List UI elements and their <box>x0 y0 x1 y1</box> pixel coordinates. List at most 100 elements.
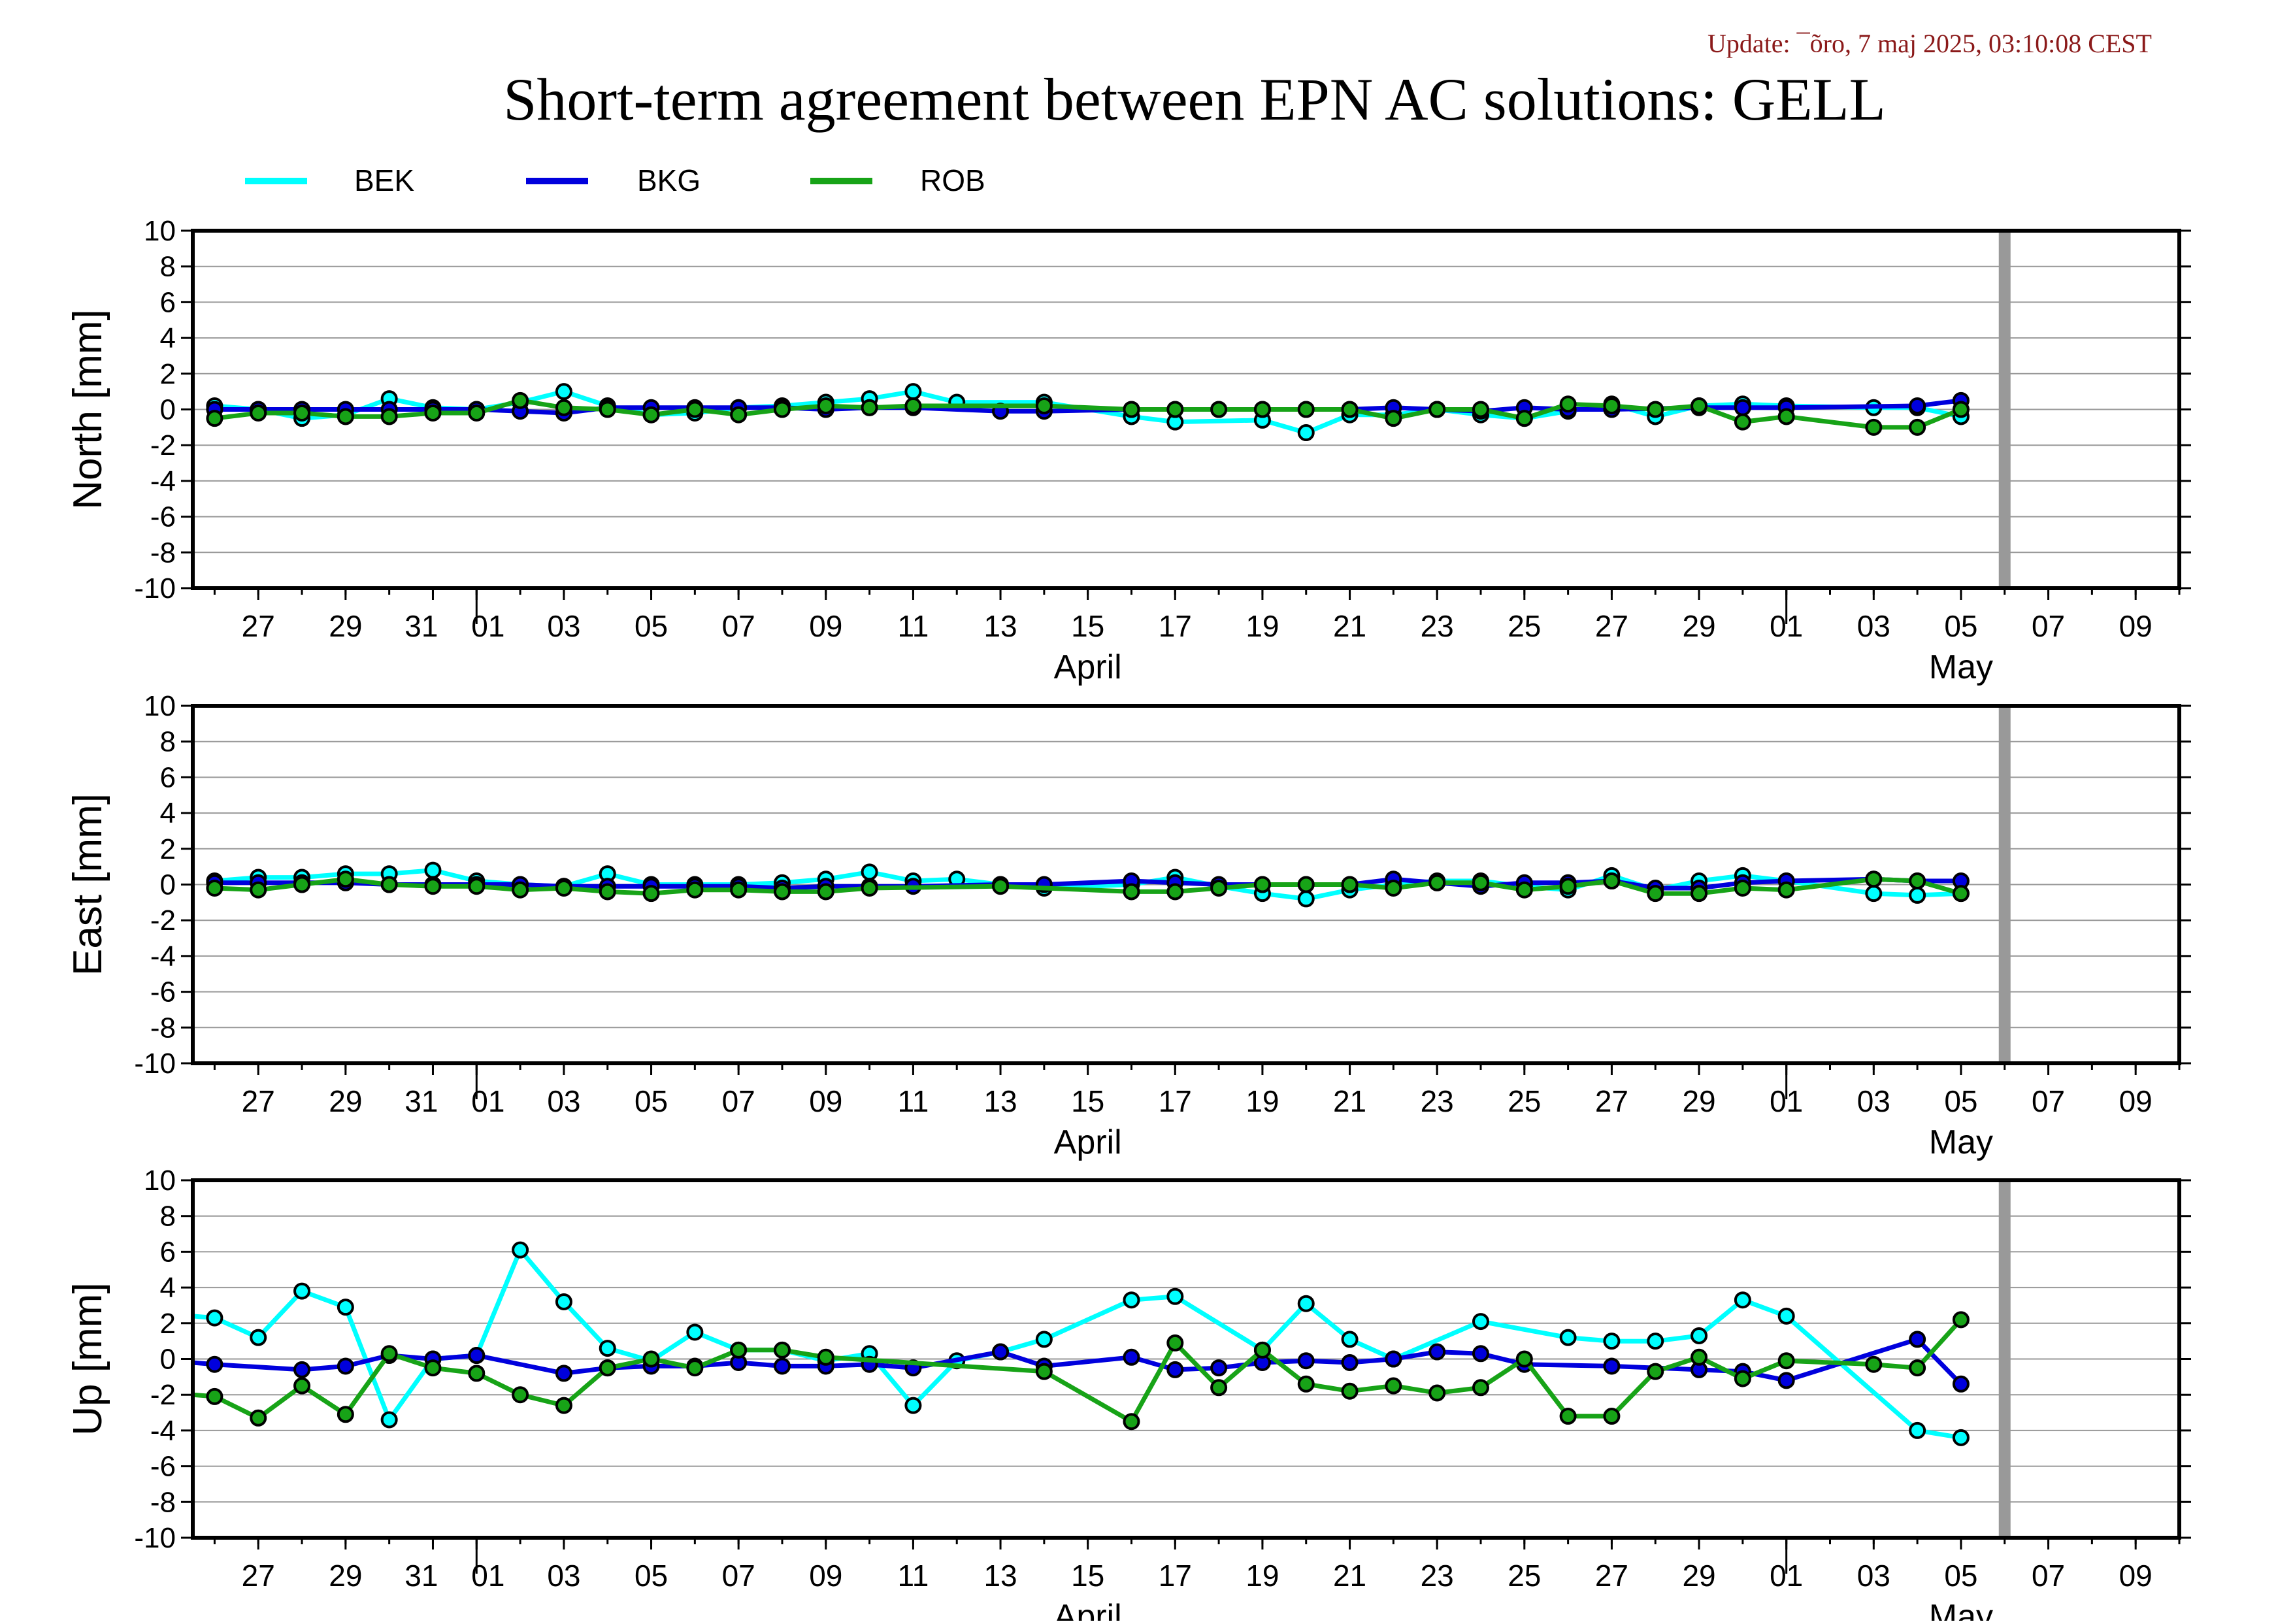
x-tick-label: 31 <box>404 609 438 643</box>
x-tick-label: 23 <box>1421 609 1454 643</box>
data-point <box>206 1387 223 1405</box>
y-tick-label: -4 <box>150 465 176 497</box>
x-tick-label: 21 <box>1333 1084 1366 1118</box>
data-point <box>468 1365 486 1382</box>
data-point <box>1909 886 1926 904</box>
data-point <box>599 883 616 901</box>
x-tick-label: 05 <box>635 1559 668 1593</box>
x-tick-label: 01 <box>1770 609 1803 643</box>
data-point <box>1515 1350 1533 1368</box>
legend-entry-bkg: BKG <box>526 163 701 197</box>
y-tick-label: -2 <box>150 1379 176 1411</box>
x-tick-label: 19 <box>1245 1559 1279 1593</box>
x-tick-label: 17 <box>1159 1084 1192 1118</box>
x-tick-label: 01 <box>1770 1559 1803 1593</box>
data-point <box>468 404 486 422</box>
x-tick-label: 29 <box>1682 1084 1715 1118</box>
data-point <box>1952 1375 1970 1393</box>
data-point <box>293 1282 311 1300</box>
data-point <box>424 861 442 879</box>
x-tick-label: 17 <box>1159 1559 1192 1593</box>
data-point <box>773 1357 791 1375</box>
data-point <box>337 408 354 425</box>
data-point <box>1123 1413 1140 1431</box>
data-point <box>1472 874 1489 891</box>
data-point <box>1865 885 1883 903</box>
data-point <box>1734 1370 1751 1387</box>
y-tick-label: 8 <box>160 1201 176 1233</box>
panel-north: 10 86 4 2 0-2 -4 -6 -8-10 27 29 31 01 03 05 07 09 11 13 15… <box>65 215 2191 686</box>
data-point <box>206 879 223 897</box>
data-point <box>686 1323 704 1341</box>
data-point <box>686 1359 704 1377</box>
data-point <box>730 1341 748 1359</box>
data-point <box>992 878 1010 895</box>
y-tick-label: -2 <box>150 904 176 936</box>
y-axis-label: Up [mm] <box>65 1282 110 1435</box>
x-tick-label: 15 <box>1071 609 1104 643</box>
x-tick-label: 19 <box>1245 609 1279 643</box>
data-point <box>1515 881 1533 899</box>
data-point <box>512 1241 529 1259</box>
data-point <box>1472 1379 1489 1397</box>
x-tick-label: 13 <box>983 1559 1017 1593</box>
data-point <box>1647 885 1664 903</box>
data-point <box>1341 1382 1359 1400</box>
data-point <box>1341 876 1359 893</box>
data-point <box>861 879 878 897</box>
data-point <box>1603 397 1621 415</box>
x-tick-label: 05 <box>635 609 668 643</box>
y-tick-label: -4 <box>150 940 176 972</box>
data-point <box>599 401 616 418</box>
legend-label: ROB <box>920 163 985 197</box>
x-tick-label: 21 <box>1333 609 1366 643</box>
data-point <box>1297 890 1315 908</box>
data-point <box>1603 1408 1621 1425</box>
data-point <box>337 1406 354 1423</box>
data-point <box>250 1409 267 1427</box>
x-month-label: May <box>1929 1123 1993 1161</box>
x-tick-label: 09 <box>809 609 842 643</box>
x-tick-label: 19 <box>1245 1084 1279 1118</box>
data-point <box>773 1341 791 1359</box>
x-tick-label: 05 <box>1944 1559 1977 1593</box>
data-point <box>250 404 267 422</box>
data-point <box>1166 401 1184 418</box>
y-tick-label: 0 <box>160 394 176 426</box>
data-point <box>1035 1363 1053 1380</box>
data-point <box>1865 870 1883 888</box>
y-tick-label: 6 <box>160 1236 176 1268</box>
data-point <box>1123 1291 1140 1309</box>
legend-label: BEK <box>354 163 414 197</box>
data-point <box>1297 1295 1315 1312</box>
data-point <box>1428 1384 1446 1402</box>
y-tick-label: 0 <box>160 1344 176 1376</box>
y-axis-label: North [mm] <box>65 309 110 510</box>
x-tick-label: 15 <box>1071 1084 1104 1118</box>
data-point <box>468 1347 486 1365</box>
data-point <box>1472 1313 1489 1331</box>
x-month-label: April <box>1054 648 1122 686</box>
data-point <box>1166 1361 1184 1378</box>
data-point <box>1166 1287 1184 1305</box>
x-tick-label: 03 <box>547 609 580 643</box>
data-point <box>904 397 922 415</box>
data-point <box>293 1377 311 1395</box>
data-point <box>1691 397 1708 415</box>
x-tick-label: 01 <box>471 609 504 643</box>
x-tick-label: 23 <box>1421 1559 1454 1593</box>
data-point <box>642 406 660 423</box>
y-tick-label: 8 <box>160 251 176 283</box>
data-point <box>1166 1334 1184 1351</box>
data-point <box>1952 1429 1970 1446</box>
data-point <box>1777 408 1795 425</box>
y-tick-label: -8 <box>150 1486 176 1518</box>
data-point <box>1559 1408 1577 1425</box>
data-point <box>1385 1377 1402 1395</box>
data-point <box>293 1361 311 1378</box>
data-point <box>992 1343 1010 1361</box>
data-point <box>468 878 486 895</box>
data-point <box>1210 1379 1228 1397</box>
data-point <box>1909 1359 1926 1377</box>
